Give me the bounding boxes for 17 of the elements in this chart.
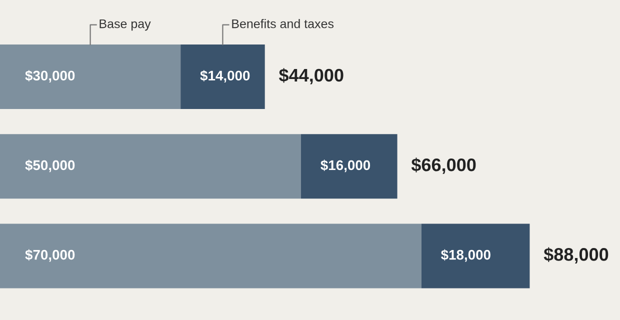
- total-label: $66,000: [411, 158, 476, 174]
- bar: [180, 44, 265, 110]
- data-label: $50,000: [25, 160, 75, 172]
- data-label: $16,000: [320, 160, 370, 172]
- data-label: $70,000: [25, 249, 75, 262]
- bar: [421, 224, 530, 288]
- data-label: $30,000: [25, 70, 75, 83]
- bar: [0, 134, 301, 199]
- bar: [0, 224, 422, 288]
- series-label: Benefits and taxes: [232, 19, 334, 28]
- bar: [0, 44, 181, 110]
- total-label: $88,000: [544, 247, 608, 264]
- data-label: $14,000: [200, 70, 250, 83]
- data-label: $18,000: [440, 249, 490, 262]
- bar: [300, 134, 398, 199]
- total-label: $44,000: [278, 68, 344, 84]
- series-label: Base pay: [100, 19, 151, 31]
